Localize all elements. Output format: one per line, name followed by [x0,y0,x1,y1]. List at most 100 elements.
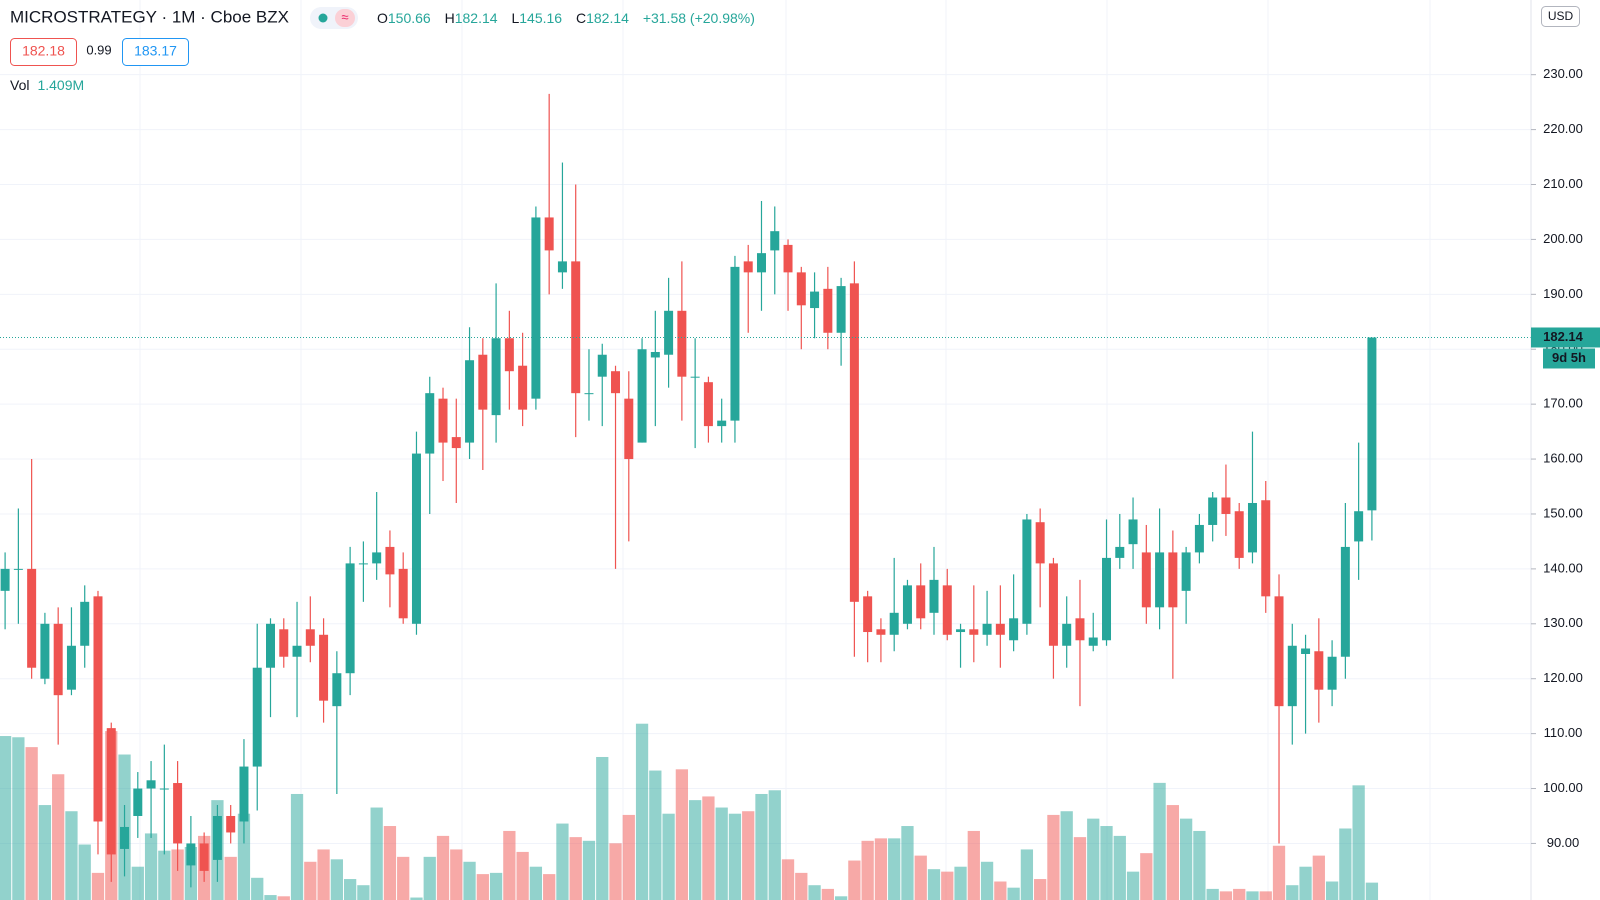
candle-body [133,788,143,816]
y-tick-label: 210.00 [1543,176,1583,191]
candle-body [1314,651,1324,690]
volume-bar [609,843,622,900]
candle-body [1048,563,1058,646]
volume-bar [1020,849,1034,900]
volume-bar [1193,830,1206,900]
candle-body [1261,500,1271,597]
candle-body [120,826,130,849]
volume-bar [436,835,450,900]
y-tick-label: 100.00 [1543,780,1583,795]
volume-bar [834,896,848,900]
delay-glyph: ≈ [341,9,348,24]
candle-body [584,393,594,395]
volume-bar [1286,885,1299,900]
candle-body [544,217,554,251]
candle-body [557,261,567,273]
volume-bar [1206,888,1219,900]
candle-body [13,568,23,570]
candle-body [1088,637,1098,646]
volume-bar [1126,871,1140,900]
candle-body [531,217,541,399]
candle-body [332,673,342,707]
y-tick-label: 130.00 [1543,615,1583,630]
y-tick-label: 230.00 [1543,66,1583,81]
volume-bar [476,874,489,900]
candle-body [743,261,753,273]
candle-body [1274,596,1284,707]
candle-body [942,585,952,635]
candle-body [1327,656,1337,690]
volume-bar [582,840,596,900]
open-label: O [377,10,388,26]
candle-body [637,349,647,443]
candle-body [1075,618,1085,641]
delay-icon[interactable] [335,9,355,27]
candle-body [252,667,262,767]
y-tick-label: 150.00 [1543,505,1583,520]
candle-body [93,596,103,822]
candle-body [411,453,421,624]
volume-bar [1034,879,1047,900]
sell-button[interactable] [10,38,77,66]
candle-body [292,645,302,657]
low-value: 145.16 [519,10,562,26]
candle-body [305,629,315,646]
volume-bar [556,823,569,900]
volume-bar [131,866,144,900]
volume-bar [808,885,821,900]
sell-price: 182.18 [22,43,65,59]
y-tick-label: 90.00 [1547,835,1580,850]
y-tick-label: 200.00 [1543,231,1583,246]
candle-body [1287,645,1297,707]
candle-body [611,371,621,394]
volume-bar [649,770,662,900]
volume-bar [0,736,12,900]
countdown-label: 9d 5h [1552,350,1586,365]
spread: 0.99 [86,42,111,57]
candle-body [703,382,713,427]
candle-body [916,585,926,619]
candle-body [358,563,368,565]
candle-body [1022,519,1032,624]
volume-bar [12,737,25,900]
volume-bar [423,856,436,900]
candle-body [1234,511,1244,558]
candle-body [1115,546,1125,558]
volume-bar [1272,845,1286,900]
candle-body [664,310,674,355]
volume-bar [1073,837,1087,900]
candle-body [1141,552,1151,608]
volume-bar [1113,835,1126,900]
volume-bar [901,826,914,900]
buy-button[interactable] [122,38,189,66]
candle-body [478,354,488,410]
high-value: 182.14 [455,10,498,26]
candle-body [159,788,169,790]
volume-bar [675,769,689,900]
candle-body [40,623,50,679]
volume-bar [78,844,91,900]
candle-body [902,585,912,624]
volume-bar [861,840,874,900]
candle-body [80,601,90,646]
candle-body [756,253,766,273]
candle-body [1301,648,1311,654]
candle-body [226,815,236,833]
volume-bar [357,885,370,900]
candle-body [1102,557,1112,641]
volume-bar [1100,826,1113,900]
currency-button[interactable] [1541,6,1580,27]
volume-bar [529,866,543,900]
change-value: +31.58 (+20.98%) [643,10,755,26]
candle-body [1181,552,1191,591]
candle-body [345,563,355,674]
candle-body [1354,511,1364,542]
volume-bar [662,813,675,900]
candle-body [876,629,886,635]
market-status-dot [318,13,328,23]
candle-body [863,596,873,633]
candle-body [1009,618,1019,641]
countdown-tag [1543,348,1595,369]
candle-body [266,623,275,668]
candle-body [0,568,10,591]
